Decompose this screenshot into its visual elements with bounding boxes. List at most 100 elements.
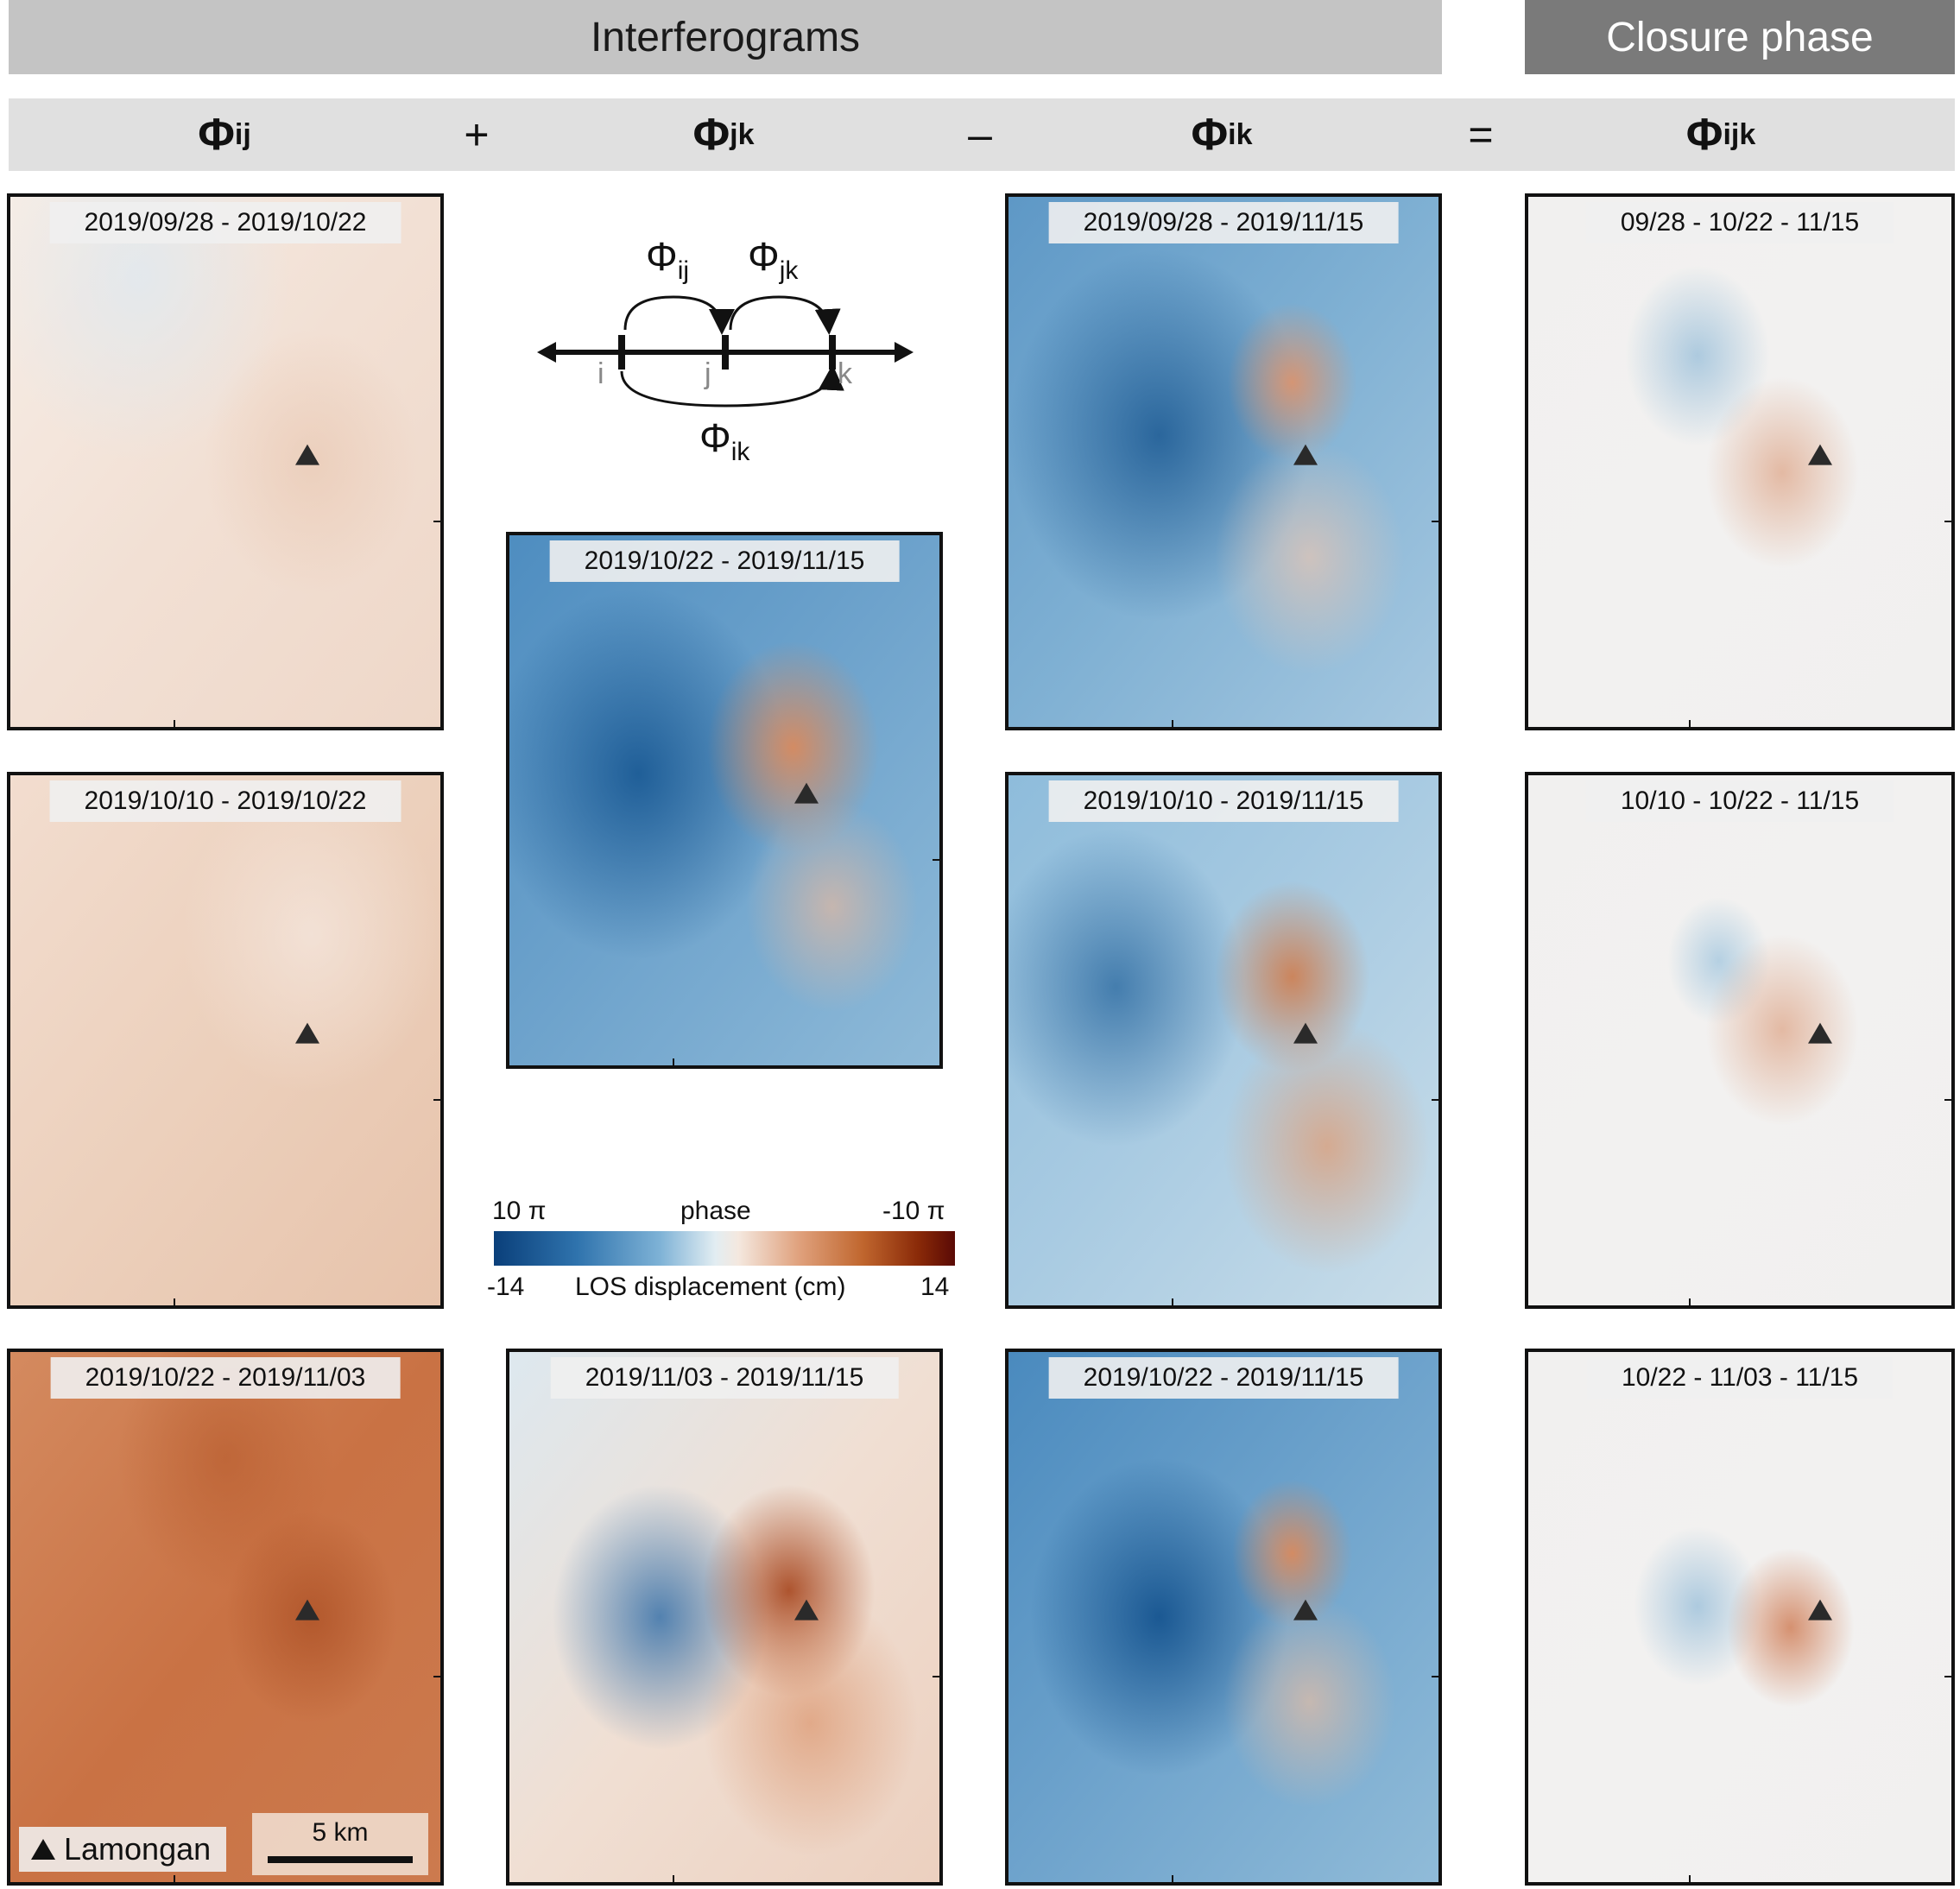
axis-tick: [1432, 1098, 1438, 1101]
panel-date-label: 2019/11/03 - 2019/11/15: [550, 1357, 899, 1399]
volcano-legend-label: Lamongan: [64, 1831, 212, 1867]
volcano-marker-icon: [294, 1022, 319, 1044]
panel-date-label: 10/22 - 11/03 - 11/15: [1586, 1357, 1894, 1399]
interferogram-panel-p9: 09/28 - 10/22 - 11/15: [1525, 193, 1955, 730]
map-image: [1008, 775, 1438, 1305]
volcano-marker-icon: [793, 1599, 819, 1620]
timeline-label-j: j: [705, 357, 711, 390]
timeline-phi-ik: Φik: [699, 415, 750, 466]
timeline-label-k: k: [838, 357, 852, 390]
scale-bar-line: [268, 1856, 413, 1863]
timeline-label-i: i: [597, 357, 604, 390]
header-equals: =: [1468, 111, 1494, 159]
axis-tick: [933, 858, 939, 861]
axis-tick: [433, 1675, 440, 1677]
panel-date-label: 10/10 - 10/22 - 11/15: [1585, 780, 1894, 822]
colorbar-legend: 10 π phase -10 π -14 LOS displacement (c…: [484, 1191, 967, 1312]
panel-date-label: 2019/09/28 - 2019/11/15: [1048, 202, 1399, 243]
colorbar-phase-left: 10 π: [492, 1197, 547, 1225]
interferogram-panel-p7: 2019/10/10 - 2019/11/15: [1005, 772, 1442, 1309]
map-image: [1008, 1352, 1438, 1882]
axis-tick: [1944, 520, 1951, 522]
volcano-triangle-icon: [31, 1839, 55, 1860]
volcano-marker-icon: [294, 1599, 319, 1620]
closure-phase-banner: Closure phase: [1525, 0, 1955, 74]
axis-tick: [174, 1298, 176, 1305]
volcano-marker-icon: [1293, 1022, 1318, 1044]
interferogram-panel-p4: 2019/10/22 - 2019/11/15: [506, 532, 943, 1069]
interferograms-title: Interferograms: [590, 14, 861, 60]
axis-tick: [1432, 1675, 1438, 1677]
panel-date-label: 09/28 - 10/22 - 11/15: [1585, 202, 1894, 243]
map-image: [10, 197, 440, 727]
panel-date-label: 2019/10/10 - 2019/10/22: [49, 780, 401, 822]
map-image: [509, 1352, 939, 1882]
scale-bar-label: 5 km: [312, 1818, 369, 1847]
panel-date-label: 2019/09/28 - 2019/10/22: [49, 202, 401, 243]
axis-tick: [1172, 720, 1174, 727]
timeline-arrows: [537, 295, 914, 407]
axis-tick: [673, 1058, 675, 1065]
axis-tick: [1944, 1675, 1951, 1677]
map-image: [1008, 197, 1438, 727]
map-image: [10, 775, 440, 1305]
volcano-legend: Lamongan: [19, 1827, 226, 1872]
axis-tick: [1172, 1875, 1174, 1882]
axis-tick: [1689, 1298, 1691, 1305]
volcano-marker-icon: [1808, 1599, 1833, 1620]
interferogram-panel-p3: 2019/10/22 - 2019/11/03: [7, 1349, 444, 1886]
timeline-phi-ij: Φij: [646, 234, 690, 285]
volcano-marker-icon: [294, 444, 319, 465]
volcano-marker-icon: [1293, 1599, 1318, 1620]
volcano-marker-icon: [1808, 1022, 1833, 1044]
timeline-phi-jk: Φjk: [748, 234, 799, 285]
interferogram-panel-p1: 2019/09/28 - 2019/10/22: [7, 193, 444, 730]
axis-tick: [174, 720, 176, 727]
map-image: [1528, 1352, 1951, 1882]
interferogram-panel-p8: 2019/10/22 - 2019/11/15: [1005, 1349, 1442, 1886]
axis-tick: [433, 520, 440, 522]
panel-date-label: 2019/10/22 - 2019/11/15: [549, 540, 900, 582]
scale-bar: 5 km: [252, 1813, 428, 1875]
map-image: [1528, 775, 1951, 1305]
axis-tick: [433, 1098, 440, 1101]
closure-phase-title: Closure phase: [1606, 14, 1874, 60]
interferogram-panel-p11: 10/22 - 11/03 - 11/15: [1525, 1349, 1955, 1886]
axis-tick: [1172, 1298, 1174, 1305]
axis-tick: [1432, 520, 1438, 522]
header-plus: +: [464, 111, 490, 159]
axis-tick: [1689, 720, 1691, 727]
panel-date-label: 2019/10/10 - 2019/11/15: [1048, 780, 1399, 822]
volcano-marker-icon: [793, 782, 819, 804]
interferogram-panel-p10: 10/10 - 10/22 - 11/15: [1525, 772, 1955, 1309]
header-minus: –: [968, 111, 992, 159]
colorbar-phase-right: -10 π: [882, 1197, 945, 1225]
colorbar-phase-title: phase: [680, 1197, 751, 1225]
volcano-marker-icon: [1293, 444, 1318, 465]
interferogram-panel-p2: 2019/10/10 - 2019/10/22: [7, 772, 444, 1309]
colorbar-gradient: [494, 1231, 955, 1266]
axis-tick: [673, 1875, 675, 1882]
axis-tick: [933, 1675, 939, 1677]
timeline-diagram: Φij Φjk Φik i j k: [535, 233, 915, 466]
interferograms-banner: Interferograms: [9, 0, 1442, 74]
map-image: [10, 1352, 440, 1882]
axis-tick: [1689, 1875, 1691, 1882]
colorbar-disp-title: LOS displacement (cm): [575, 1273, 846, 1301]
axis-tick: [174, 1875, 176, 1882]
map-image: [509, 535, 939, 1065]
colorbar-disp-left: -14: [487, 1273, 525, 1301]
panel-date-label: 2019/10/22 - 2019/11/03: [50, 1357, 401, 1399]
interferogram-panel-p5: 2019/11/03 - 2019/11/15: [506, 1349, 943, 1886]
colorbar-disp-right: 14: [920, 1273, 950, 1301]
map-image: [1528, 197, 1951, 727]
axis-tick: [1944, 1098, 1951, 1101]
volcano-marker-icon: [1808, 444, 1833, 465]
interferogram-panel-p6: 2019/09/28 - 2019/11/15: [1005, 193, 1442, 730]
panel-date-label: 2019/10/22 - 2019/11/15: [1048, 1357, 1399, 1399]
